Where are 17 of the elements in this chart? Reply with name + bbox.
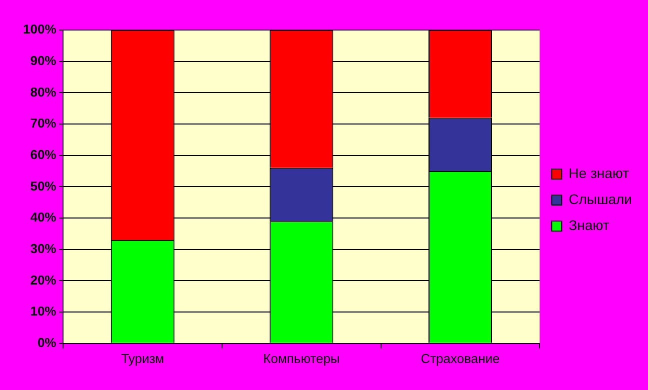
x-tick-label: Компьютеры	[263, 350, 340, 366]
y-tick-label: 70%	[30, 116, 57, 131]
y-tick-label: 100%	[23, 22, 57, 37]
y-tick-label: 60%	[30, 146, 57, 162]
legend-label: Слышали	[568, 190, 632, 207]
y-tick-label: 0%	[37, 334, 57, 350]
x-tick-label: Страхование	[420, 350, 500, 366]
y-tick-label: 40%	[30, 210, 57, 225]
legend-label: Знают	[568, 216, 610, 233]
y-tick-label: 10%	[30, 304, 57, 319]
y-tick-label: 50%	[30, 178, 57, 194]
x-tick-label: Туризм	[121, 350, 164, 366]
legend-label: Не знают	[568, 164, 630, 181]
y-tick-label: 20%	[30, 272, 57, 288]
y-tick-label: 80%	[30, 84, 57, 100]
y-tick-label: 90%	[30, 52, 57, 68]
y-tick-label: 30%	[30, 240, 57, 256]
